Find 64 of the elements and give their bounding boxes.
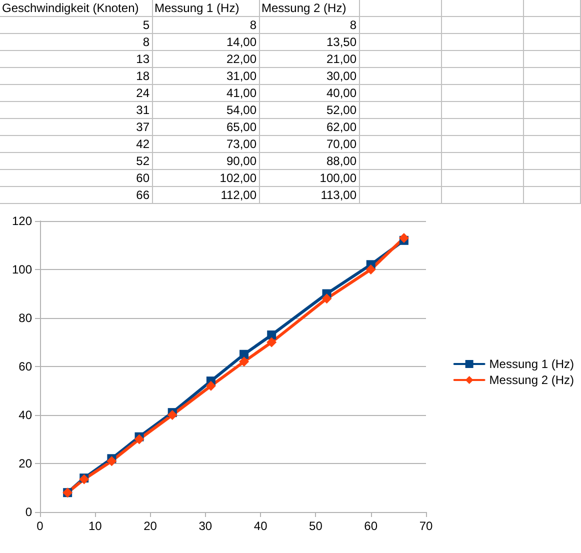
text: Geschwindigkeit (Knoten) (0, 0, 152, 16)
text: 5 (0, 16, 152, 34)
text: 88,00 (259, 152, 359, 170)
text: 21,00 (259, 50, 359, 68)
text: 8 (152, 16, 259, 34)
text: 102,00 (152, 170, 259, 186)
y-tick-label: 60 (18, 360, 32, 374)
text: 31 (0, 102, 152, 118)
text: 54,00 (152, 102, 259, 118)
y-tick-label: 0 (25, 505, 32, 519)
text: 30,00 (259, 68, 359, 84)
text: 42 (0, 136, 152, 152)
point (134, 434, 144, 444)
legend-label: Messung 2 (Hz) (489, 373, 574, 387)
x-tick-label: 0 (36, 519, 44, 533)
text: 22,00 (152, 50, 259, 68)
text: 18 (0, 68, 152, 84)
x-tick-label: 50 (309, 519, 323, 533)
x-tick-label: 20 (144, 519, 158, 533)
text: 40,00 (259, 84, 359, 102)
text: 14,00 (152, 34, 259, 50)
point (167, 410, 178, 420)
text: 13,50 (259, 34, 359, 50)
point (106, 456, 117, 466)
point (322, 294, 332, 304)
x-tick-label: 60 (364, 519, 378, 533)
point (266, 337, 277, 348)
text: 100,00 (259, 170, 359, 186)
y-tick-label: 40 (18, 408, 32, 422)
text: 52 (0, 152, 152, 170)
point (240, 350, 249, 359)
text: 65,00 (152, 118, 259, 136)
text: 52,00 (259, 102, 359, 118)
point (206, 380, 216, 391)
text: 31,00 (152, 68, 259, 84)
text: 70,00 (259, 136, 359, 152)
y-tick-label: 80 (18, 311, 32, 325)
text: 13 (0, 50, 152, 68)
text: 90,00 (152, 152, 259, 170)
x-tick-label: 40 (254, 519, 268, 533)
x-tick-label: 70 (419, 519, 433, 533)
y-tick-label: 20 (18, 456, 32, 470)
text: 62,00 (259, 118, 359, 136)
text: 8 (259, 16, 359, 34)
text: 73,00 (152, 136, 259, 152)
text: 113,00 (259, 186, 359, 204)
text: Messung 1 (Hz) (152, 0, 259, 16)
y-tick-label: 120 (12, 214, 32, 228)
point (398, 232, 409, 243)
x-tick-label: 10 (88, 519, 102, 533)
text: Messung 2 (Hz) (259, 0, 359, 16)
text: 112,00 (152, 186, 259, 204)
text: 37 (0, 118, 152, 136)
text: 24 (0, 84, 152, 102)
point (267, 330, 276, 340)
y-tick-label: 100 (12, 262, 32, 276)
text: 66 (0, 186, 152, 204)
x-tick-label: 30 (198, 519, 212, 533)
text: 60 (0, 170, 152, 186)
text: 41,00 (152, 84, 259, 102)
legend-label: Messung 1 (Hz) (489, 357, 574, 371)
point (366, 264, 376, 274)
text: 8 (0, 34, 152, 50)
point (239, 356, 250, 367)
